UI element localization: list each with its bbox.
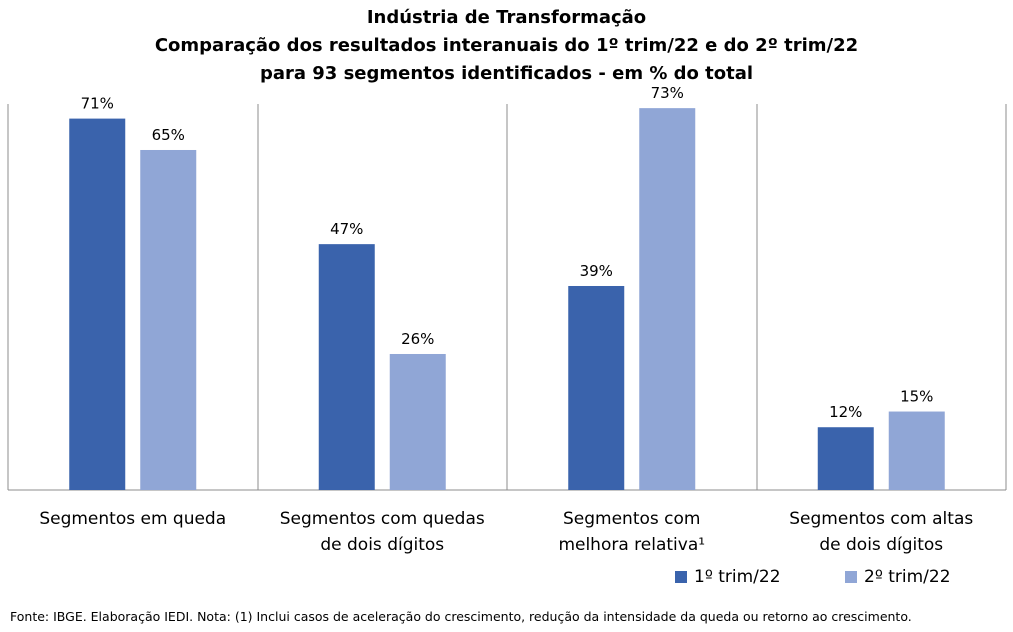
data-label: 15% xyxy=(900,388,933,406)
category-label: de dois dígitos xyxy=(320,535,444,555)
bar-2-2 xyxy=(389,353,446,490)
data-label: 47% xyxy=(330,220,363,238)
category-label: Segmentos com altas xyxy=(789,509,973,529)
bar-1-4 xyxy=(817,427,874,490)
data-label: 39% xyxy=(580,262,613,280)
legend-swatch xyxy=(675,571,687,583)
legend-label: 1º trim/22 xyxy=(694,567,781,587)
data-label: 71% xyxy=(81,95,114,113)
title-line-3: para 93 segmentos identificados - em % d… xyxy=(259,63,754,84)
bar-2-1 xyxy=(140,149,197,490)
footer-note: Fonte: IBGE. Elaboração IEDI. Nota: (1) … xyxy=(10,609,912,624)
bar-1-1 xyxy=(69,118,126,491)
category-label: Segmentos com quedas xyxy=(280,509,485,529)
chart-title: Indústria de Transformação Comparação do… xyxy=(0,4,1013,88)
data-label: 73% xyxy=(651,84,684,102)
data-label: 65% xyxy=(152,126,185,144)
title-line-2: Comparação dos resultados interanuais do… xyxy=(154,35,859,56)
data-label: 26% xyxy=(401,330,434,348)
category-label: melhora relativa¹ xyxy=(558,535,705,555)
legend-label: 2º trim/22 xyxy=(864,567,951,587)
category-label: Segmentos em queda xyxy=(39,509,226,529)
bar-chart: 71% 65% Segmentos em queda 47% 26% Segmentos … xyxy=(7,84,1007,587)
bar-2-3 xyxy=(639,108,696,491)
category-label: de dois dígitos xyxy=(819,535,943,555)
bar-1-2 xyxy=(318,244,375,490)
legend-swatch xyxy=(845,571,857,583)
category-label: Segmentos com xyxy=(563,509,700,529)
bar-1-3 xyxy=(568,285,625,490)
title-line-1: Indústria de Transformação xyxy=(366,7,647,28)
bar-2-4 xyxy=(888,411,945,490)
data-label: 12% xyxy=(829,403,862,421)
